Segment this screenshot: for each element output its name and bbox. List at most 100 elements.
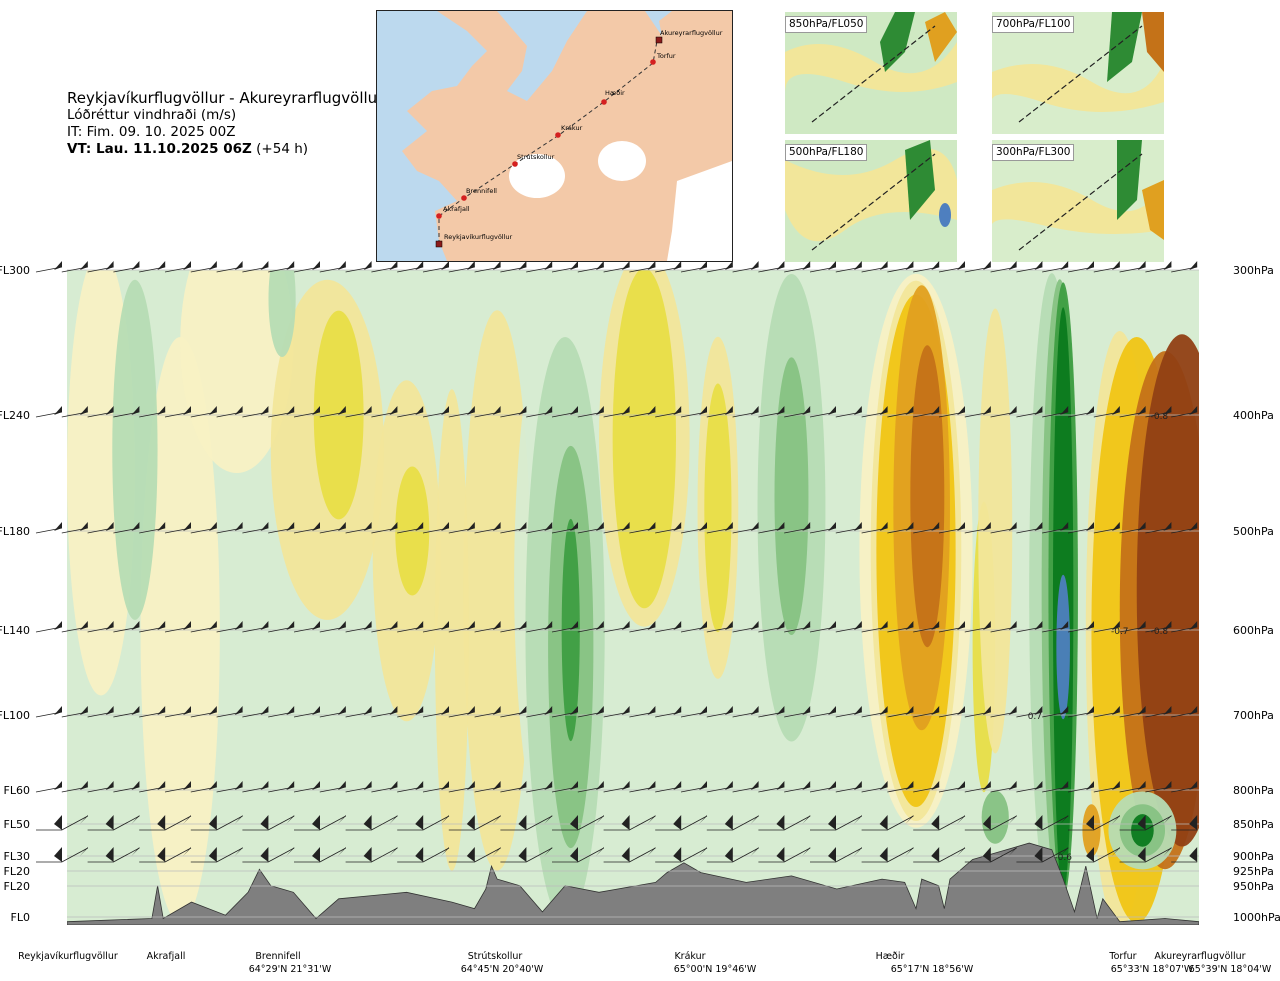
barb-flag-5-10 (312, 781, 320, 790)
mini-map-700-label: 700hPa/FL100 (992, 16, 1075, 33)
fl-label-0: FL300 (0, 264, 30, 277)
waypoint-coord-2: 64°29'N 21°31'W (249, 964, 332, 975)
barb-flag-5-23 (647, 781, 656, 790)
barb-flag-5-26 (724, 781, 733, 790)
barb-flag-6-4 (157, 815, 166, 830)
barb-flag-6-11 (337, 815, 346, 824)
wind-barb-7-25 (680, 847, 708, 863)
barb-flag-3-5 (183, 621, 191, 630)
barb-flag-1-41 (1111, 406, 1120, 415)
barb-flag-1-27 (750, 406, 759, 415)
barb-flag-4-4 (157, 706, 166, 715)
route-point-reykjavik (435, 240, 443, 248)
barb-flag-0-22 (621, 261, 630, 270)
barb-flag-6-12 (363, 815, 372, 830)
barb-flag-5-24 (673, 781, 682, 790)
barb-flag-4-43 (1163, 706, 1172, 715)
langjokull (509, 154, 565, 198)
barb-flag-1-7 (234, 406, 243, 415)
fl-label-7: FL30 (4, 850, 30, 863)
barb-flag-1-18 (518, 406, 527, 415)
barb-flag-6-17 (492, 815, 501, 824)
barb-flag-3-21 (595, 621, 604, 630)
waypoint-name-0: Reykjavíkurflugvöllur (18, 951, 118, 962)
barb-flag-0-29 (802, 261, 811, 270)
wind-barb-7-33 (887, 847, 914, 863)
wind-barb-7-7 (216, 847, 243, 863)
barb-flag-4-18 (518, 706, 527, 715)
barb-flag-0-39 (1060, 261, 1069, 270)
barb-flag-1-36 (982, 406, 991, 415)
barb-flag-7-31 (853, 847, 862, 856)
barb-flag-6-15 (441, 815, 449, 824)
mini-500-blue (939, 203, 951, 227)
barb-flag-2-10 (312, 522, 320, 531)
barb-flag-2-7 (234, 522, 243, 531)
barb-flag-3-12 (363, 621, 372, 630)
mini-700-band (992, 62, 1164, 112)
barb-flag-5-27 (750, 781, 759, 790)
route-map: Akureyrarflugvöllur Torfur Hæðir Krákur … (376, 10, 733, 262)
barb-flag-2-43 (1163, 522, 1172, 531)
hpa-label-8: 925hPa (1233, 865, 1274, 878)
barb-flag-2-23 (647, 522, 656, 531)
mini-850-cell (880, 12, 915, 72)
barb-flag-1-21 (595, 406, 604, 415)
value-label-0: -0.8 (1151, 412, 1169, 422)
wind-barb-6-25 (680, 815, 708, 831)
barb-flag-1-23 (647, 406, 656, 415)
level-lines (67, 269, 1199, 918)
fl-label-9: FL20 (4, 880, 30, 893)
barb-flag-6-13 (389, 815, 398, 824)
barb-flag-4-40 (1086, 706, 1094, 715)
barb-flag-7-20 (570, 847, 578, 862)
contour-blob-40 (1136, 334, 1199, 847)
barb-flag-1-9 (286, 406, 295, 415)
barb-flag-1-5 (183, 406, 191, 415)
fl-label-2: FL180 (0, 525, 30, 538)
barb-flag-1-43 (1163, 406, 1172, 415)
barb-flag-7-14 (415, 847, 424, 862)
barb-flag-6-26 (724, 815, 733, 830)
barb-flag-2-44 (1189, 522, 1198, 531)
barb-flag-5-29 (802, 781, 811, 790)
barb-flag-3-30 (828, 621, 836, 630)
barb-flag-1-6 (208, 406, 217, 415)
wind-barb-6-9 (268, 815, 295, 831)
contour-blob-18 (704, 383, 732, 633)
barb-flag-1-20 (570, 406, 578, 415)
barb-flag-3-34 (931, 621, 940, 630)
wind-barb-7-39 (1042, 847, 1069, 863)
contour-blob-35 (1056, 574, 1070, 720)
barb-flag-2-33 (905, 522, 914, 531)
barb-flag-1-42 (1137, 406, 1146, 415)
contour-blob-9 (112, 279, 158, 620)
barb-flag-2-35 (957, 522, 965, 531)
barb-flag-5-21 (595, 781, 604, 790)
barb-flag-6-29 (802, 815, 811, 824)
barb-flag-1-3 (131, 406, 140, 415)
wind-barb-6-29 (784, 815, 811, 831)
barb-flag-5-9 (286, 781, 295, 790)
barb-flag-6-34 (931, 815, 940, 830)
mini-300-route (1018, 153, 1143, 251)
barb-flag-3-38 (1034, 621, 1043, 630)
barb-flag-3-28 (776, 621, 785, 630)
barb-flag-3-41 (1111, 621, 1120, 630)
barb-flag-4-35 (957, 706, 965, 715)
barb-flag-6-2 (105, 815, 114, 830)
barb-flag-4-10 (312, 706, 320, 715)
pressure-labels: 300hPa 400hPa 500hPa 600hPa 700hPa 800hPa 850h… (1233, 264, 1280, 924)
barb-flag-2-13 (389, 522, 398, 531)
waypoint-name-4: Krákur (674, 951, 705, 962)
barb-flag-0-15 (441, 261, 449, 270)
wind-barb-7-35 (938, 847, 966, 863)
barb-flag-5-35 (957, 781, 965, 790)
barb-flag-3-0 (54, 621, 62, 630)
barb-flag-0-19 (544, 261, 553, 270)
fl-label-5: FL60 (4, 784, 30, 797)
barb-flag-2-31 (853, 522, 862, 531)
barb-flag-6-38 (1034, 815, 1043, 830)
barb-flag-2-21 (595, 522, 604, 531)
barb-flag-5-31 (853, 781, 862, 790)
